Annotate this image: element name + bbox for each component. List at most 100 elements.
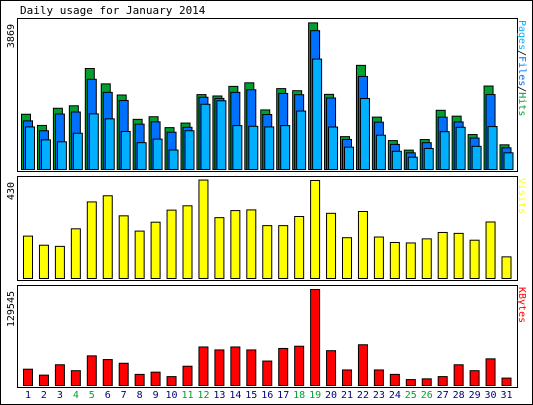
bar-kbytes-day-28	[453, 364, 464, 387]
bar-pages-day-29	[471, 145, 482, 171]
bar-kbytes-day-27	[437, 376, 448, 386]
bar-visits-day-7	[118, 215, 129, 279]
bar-kbytes-day-31	[501, 377, 512, 386]
bar-visits-day-23	[373, 236, 384, 280]
bar-visits-day-9	[150, 221, 161, 279]
day-label-6: 6	[105, 390, 111, 401]
legend-visits: Visits	[516, 178, 527, 214]
bar-pages-day-4	[72, 132, 83, 170]
day-label-3: 3	[57, 390, 63, 401]
day-label-28: 28	[453, 390, 465, 401]
day-label-30: 30	[485, 390, 497, 401]
day-label-20: 20	[325, 390, 337, 401]
day-label-16: 16	[261, 390, 273, 401]
bar-pages-day-10	[168, 149, 179, 170]
bar-pages-day-22	[359, 98, 370, 170]
bar-visits-day-16	[262, 225, 273, 279]
day-label-26: 26	[421, 390, 433, 401]
bar-visits-day-4	[70, 228, 81, 280]
bar-visits-day-21	[342, 237, 352, 279]
ymax-label: 3869	[6, 24, 17, 48]
bar-kbytes-day-17	[278, 347, 289, 386]
bar-kbytes-day-6	[102, 359, 113, 387]
bar-kbytes-day-19	[310, 289, 321, 386]
bar-visits-day-24	[389, 241, 400, 279]
bar-pages-day-5	[88, 113, 99, 171]
bar-visits-day-10	[166, 209, 177, 280]
legend-kbytes: KBytes	[516, 287, 527, 323]
day-label-19: 19	[309, 390, 321, 401]
bar-kbytes-day-1	[23, 368, 33, 386]
bar-kbytes-day-11	[182, 365, 193, 387]
day-label-10: 10	[166, 390, 178, 401]
bar-visits-day-17	[278, 225, 289, 279]
bar-pages-day-16	[264, 126, 275, 170]
day-label-1: 1	[25, 390, 31, 401]
bar-kbytes-day-13	[214, 349, 225, 387]
bar-pages-day-21	[344, 146, 354, 171]
bar-kbytes-day-8	[134, 373, 145, 387]
bar-pages-day-7	[120, 130, 131, 171]
day-label-11: 11	[181, 390, 193, 401]
bar-pages-day-15	[248, 125, 259, 171]
day-label-15: 15	[245, 390, 257, 401]
bar-kbytes-day-20	[326, 350, 337, 387]
bar-visits-day-31	[501, 256, 512, 280]
bar-kbytes-day-9	[150, 371, 161, 387]
bar-visits-day-3	[54, 245, 65, 279]
bar-visits-day-29	[469, 239, 480, 279]
legend-sep2: /	[516, 86, 527, 92]
day-label-27: 27	[437, 390, 449, 401]
bar-pages-day-13	[216, 100, 227, 170]
panel-3: 129545 KBytes	[6, 285, 527, 388]
bar-pages-day-20	[328, 126, 339, 170]
bar-pages-day-30	[487, 126, 498, 171]
legend-label: Visits	[516, 178, 527, 214]
day-label-29: 29	[469, 390, 481, 401]
bar-kbytes-day-16	[262, 360, 273, 386]
bar-pages-day-18	[296, 110, 307, 170]
day-label-4: 4	[73, 390, 79, 401]
chart-title: Daily usage for January 2014	[20, 4, 206, 17]
legend-label: Pages/Files/Hits	[516, 20, 527, 116]
day-label-18: 18	[293, 390, 305, 401]
bar-kbytes-day-29	[469, 370, 480, 386]
day-label-21: 21	[341, 390, 353, 401]
bar-visits-day-8	[134, 230, 145, 280]
bar-pages-day-23	[375, 134, 386, 170]
bar-pages-day-17	[280, 125, 291, 171]
bar-visits-day-6	[102, 195, 113, 279]
bar-kbytes-day-22	[357, 344, 368, 387]
legend-hits: Hits	[516, 92, 527, 116]
bar-pages-day-31	[503, 152, 514, 170]
bar-pages-day-19	[312, 58, 323, 170]
day-label-24: 24	[389, 390, 401, 401]
bar-kbytes-day-15	[246, 349, 257, 387]
ymax-label: 430	[6, 182, 17, 200]
bar-kbytes-day-23	[373, 369, 384, 386]
day-label-5: 5	[89, 390, 95, 401]
bar-pages-day-2	[40, 139, 51, 171]
bar-pages-day-27	[439, 131, 450, 171]
bar-visits-day-18	[294, 216, 305, 280]
bar-kbytes-day-26	[421, 378, 432, 387]
day-label-7: 7	[121, 390, 127, 401]
day-label-22: 22	[357, 390, 369, 401]
bar-kbytes-day-21	[342, 369, 352, 386]
bar-visits-day-15	[246, 209, 257, 279]
bar-pages-day-14	[232, 125, 243, 171]
bar-visits-day-19	[310, 180, 321, 279]
bar-kbytes-day-12	[198, 346, 209, 386]
bar-visits-day-14	[230, 210, 241, 280]
bar-pages-day-12	[200, 103, 211, 170]
bar-pages-day-28	[455, 126, 466, 170]
panel-2: 430 Visits	[6, 176, 527, 281]
day-label-8: 8	[137, 390, 143, 401]
bar-visits-day-25	[405, 242, 416, 280]
bar-visits-day-2	[38, 244, 49, 280]
day-label-25: 25	[405, 390, 417, 401]
day-label-13: 13	[213, 390, 225, 401]
bar-visits-day-20	[326, 212, 337, 279]
bar-visits-day-1	[23, 235, 33, 279]
bar-visits-day-13	[214, 217, 225, 279]
